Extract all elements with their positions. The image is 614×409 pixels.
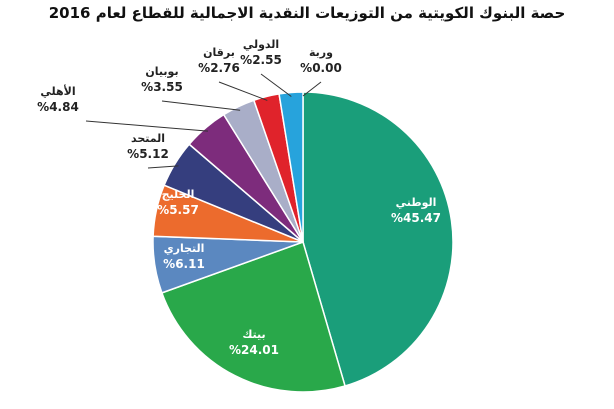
leaders-layer xyxy=(85,73,322,169)
slice-4-name-label: المتحد xyxy=(131,132,165,145)
labels-layer: الوطني %45.47 بيتك %24.01 التجاري %6.11 الخليج… xyxy=(37,38,441,357)
slice-6-name-label: بوبيان xyxy=(145,65,178,78)
slice-7-value-label: %2.76 xyxy=(198,61,240,75)
slice-8-name-label: الدولي xyxy=(243,38,279,51)
chart-title: حصة البنوك الكويتية من التوزيعات النقدية… xyxy=(48,4,566,22)
slice-9-value-label: %0.00 xyxy=(300,61,342,75)
slice-6-leader-line xyxy=(161,100,241,111)
slice-8-value-label: %2.55 xyxy=(240,53,282,67)
slice-8-leader-line xyxy=(260,73,292,97)
slice-0 xyxy=(302,91,454,387)
slice-3-name-label: الخليج xyxy=(162,188,195,201)
slice-6-value-label: %3.55 xyxy=(141,80,183,94)
slice-5-value-label: %4.84 xyxy=(37,100,79,114)
slice-1-value-label: %24.01 xyxy=(229,343,279,357)
slice-7-leader-line xyxy=(218,81,268,101)
slice-9-leader-line xyxy=(302,81,322,97)
slice-5-leader-line xyxy=(85,120,208,132)
slice-2-name-label: التجاري xyxy=(164,242,205,255)
slice-7-name-label: برقان xyxy=(203,46,235,59)
slice-0-value-label: %45.47 xyxy=(391,211,441,225)
slice-9-name-label: وربة xyxy=(309,46,333,59)
slice-5-name-label: الأهلي xyxy=(40,84,75,98)
slices-layer xyxy=(152,91,454,393)
slice-8 xyxy=(278,91,304,243)
slice-1-name-label: بيتك xyxy=(242,328,265,341)
slice-4-value-label: %5.12 xyxy=(127,147,169,161)
slice-1 xyxy=(160,241,346,393)
slice-0-name-label: الوطني xyxy=(396,196,437,209)
slice-4-leader-line xyxy=(147,165,179,169)
slice-2-value-label: %6.11 xyxy=(163,257,205,271)
slice-3-value-label: %5.57 xyxy=(157,203,199,217)
